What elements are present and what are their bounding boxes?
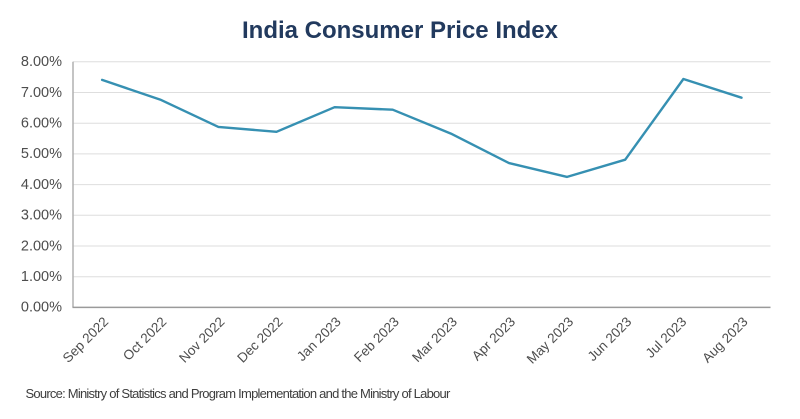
svg-text:8.00%: 8.00% [21, 54, 62, 70]
svg-text:0.00%: 0.00% [21, 300, 62, 316]
svg-text:3.00%: 3.00% [21, 208, 62, 224]
svg-text:Source: Ministry of Statistics: Source: Ministry of Statistics and Progr… [26, 386, 451, 401]
svg-text:1.00%: 1.00% [21, 269, 62, 285]
svg-text:5.00%: 5.00% [21, 146, 62, 162]
svg-text:7.00%: 7.00% [21, 85, 62, 101]
svg-text:India Consumer Price Index: India Consumer Price Index [242, 17, 559, 44]
svg-text:6.00%: 6.00% [21, 116, 62, 132]
svg-text:4.00%: 4.00% [21, 177, 62, 193]
svg-text:2.00%: 2.00% [21, 238, 62, 254]
